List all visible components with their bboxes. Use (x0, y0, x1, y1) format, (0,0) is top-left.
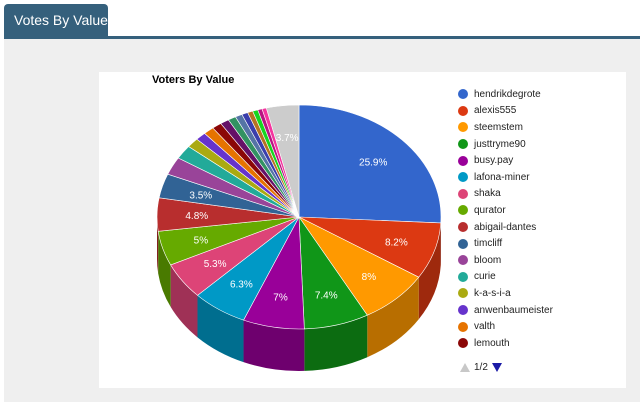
legend-label: hendrikdegrote (474, 88, 541, 100)
data-label-hendrikdegrote: 25.9% (359, 158, 387, 169)
legend-label: abigail-dantes (474, 221, 537, 233)
legend-item-qurator: qurator (458, 202, 628, 219)
pie-slice-side-lafona-miner (197, 295, 244, 363)
data-label-Other: 3.7% (276, 133, 299, 144)
legend-label: justtryme90 (474, 138, 526, 150)
legend-swatch (458, 188, 468, 199)
legend-swatch (458, 172, 468, 183)
legend-swatch (458, 139, 468, 150)
legend-label: valth (474, 321, 496, 333)
legend-item-justtryme90: justtryme90 (458, 136, 628, 153)
legend-swatch (458, 222, 468, 233)
legend-next-icon[interactable] (491, 363, 502, 372)
legend-swatch (458, 205, 468, 216)
legend-item-alexis555: alexis555 (458, 103, 628, 120)
legend-swatch (458, 89, 468, 100)
legend-item-steemstem: steemstem (458, 119, 628, 136)
legend-item-timcliff: timcliff (458, 235, 628, 252)
legend-label: steemstem (474, 121, 523, 133)
data-label-busy.pay: 7% (273, 292, 288, 303)
pie-slice-side-qurator (158, 231, 171, 307)
legend-item-bloom: bloom (458, 252, 628, 269)
chart-legend: hendrikdegrote alexis555 steemstem justtrym… (458, 86, 628, 352)
pie-slice-side-justtryme90 (304, 315, 368, 371)
legend-item-busy.pay: busy.pay (458, 152, 628, 169)
legend-item-abigail-dantes: abigail-dantes (458, 219, 628, 236)
pie-slice-side-steemstem (367, 277, 419, 358)
legend-label: bloom (474, 254, 502, 266)
pie-slice-side-alexis555 (418, 222, 441, 320)
legend-item-lafona-miner: lafona-miner (458, 169, 628, 186)
legend-swatch (458, 122, 468, 133)
legend-item-lemouth: lemouth (458, 335, 628, 352)
legend-item-anwenbaumeister: anwenbaumeister (458, 302, 628, 319)
legend-swatch (458, 271, 468, 282)
legend-label: qurator (474, 204, 506, 216)
legend-swatch (458, 255, 468, 266)
data-label-abigail-dantes: 4.8% (185, 211, 208, 222)
legend-label: k-a-s-i-a (474, 287, 511, 299)
legend-label: timcliff (474, 238, 503, 250)
legend-item-k-a-s-i-a: k-a-s-i-a (458, 285, 628, 302)
data-label-steemstem: 8% (362, 272, 377, 283)
legend-label: busy.pay (474, 155, 514, 167)
legend-label: alexis555 (474, 105, 517, 117)
data-label-timcliff: 3.5% (189, 191, 212, 202)
legend-swatch (458, 288, 468, 299)
legend-swatch (458, 105, 468, 116)
legend-item-valth: valth (458, 318, 628, 335)
legend-item-hendrikdegrote: hendrikdegrote (458, 86, 628, 103)
data-label-qurator: 5% (194, 236, 209, 247)
legend-item-shaka: shaka (458, 186, 628, 203)
legend-label: lafona-miner (474, 171, 530, 183)
data-label-shaka: 5.3% (204, 259, 227, 270)
legend-label: shaka (474, 188, 501, 200)
chart-title: Voters By Value (152, 74, 235, 86)
pie-slice-Other (265, 104, 300, 218)
votes-by-value-tab[interactable]: Votes By Value (4, 4, 108, 36)
legend-label: anwenbaumeister (474, 304, 553, 316)
legend-label: curie (474, 271, 496, 283)
pie-slice-side-busy.pay (243, 320, 305, 371)
pie-slice-side-shaka (170, 264, 198, 338)
legend-swatch (458, 338, 468, 349)
legend-swatch (458, 321, 468, 332)
legend-swatch (458, 305, 468, 316)
legend-swatch (458, 238, 468, 249)
data-label-lafona-miner: 6.3% (230, 280, 253, 291)
legend-page-indicator: 1/2 (474, 362, 488, 373)
legend-pager: 1/2 (460, 362, 502, 373)
pie-slice-hendrikdegrote (298, 104, 442, 224)
legend-swatch (458, 155, 468, 166)
data-label-justtryme90: 7.4% (315, 291, 338, 302)
data-label-alexis555: 8.2% (385, 238, 408, 249)
legend-item-curie: curie (458, 269, 628, 286)
pie-chart: 25.9% 8.2% 8% 7.4% 7% 6.3%5.3% 5% 4.8% 3.5% 3.7% (156, 104, 442, 371)
legend-prev-icon[interactable] (460, 363, 470, 372)
legend-label: lemouth (474, 337, 510, 349)
